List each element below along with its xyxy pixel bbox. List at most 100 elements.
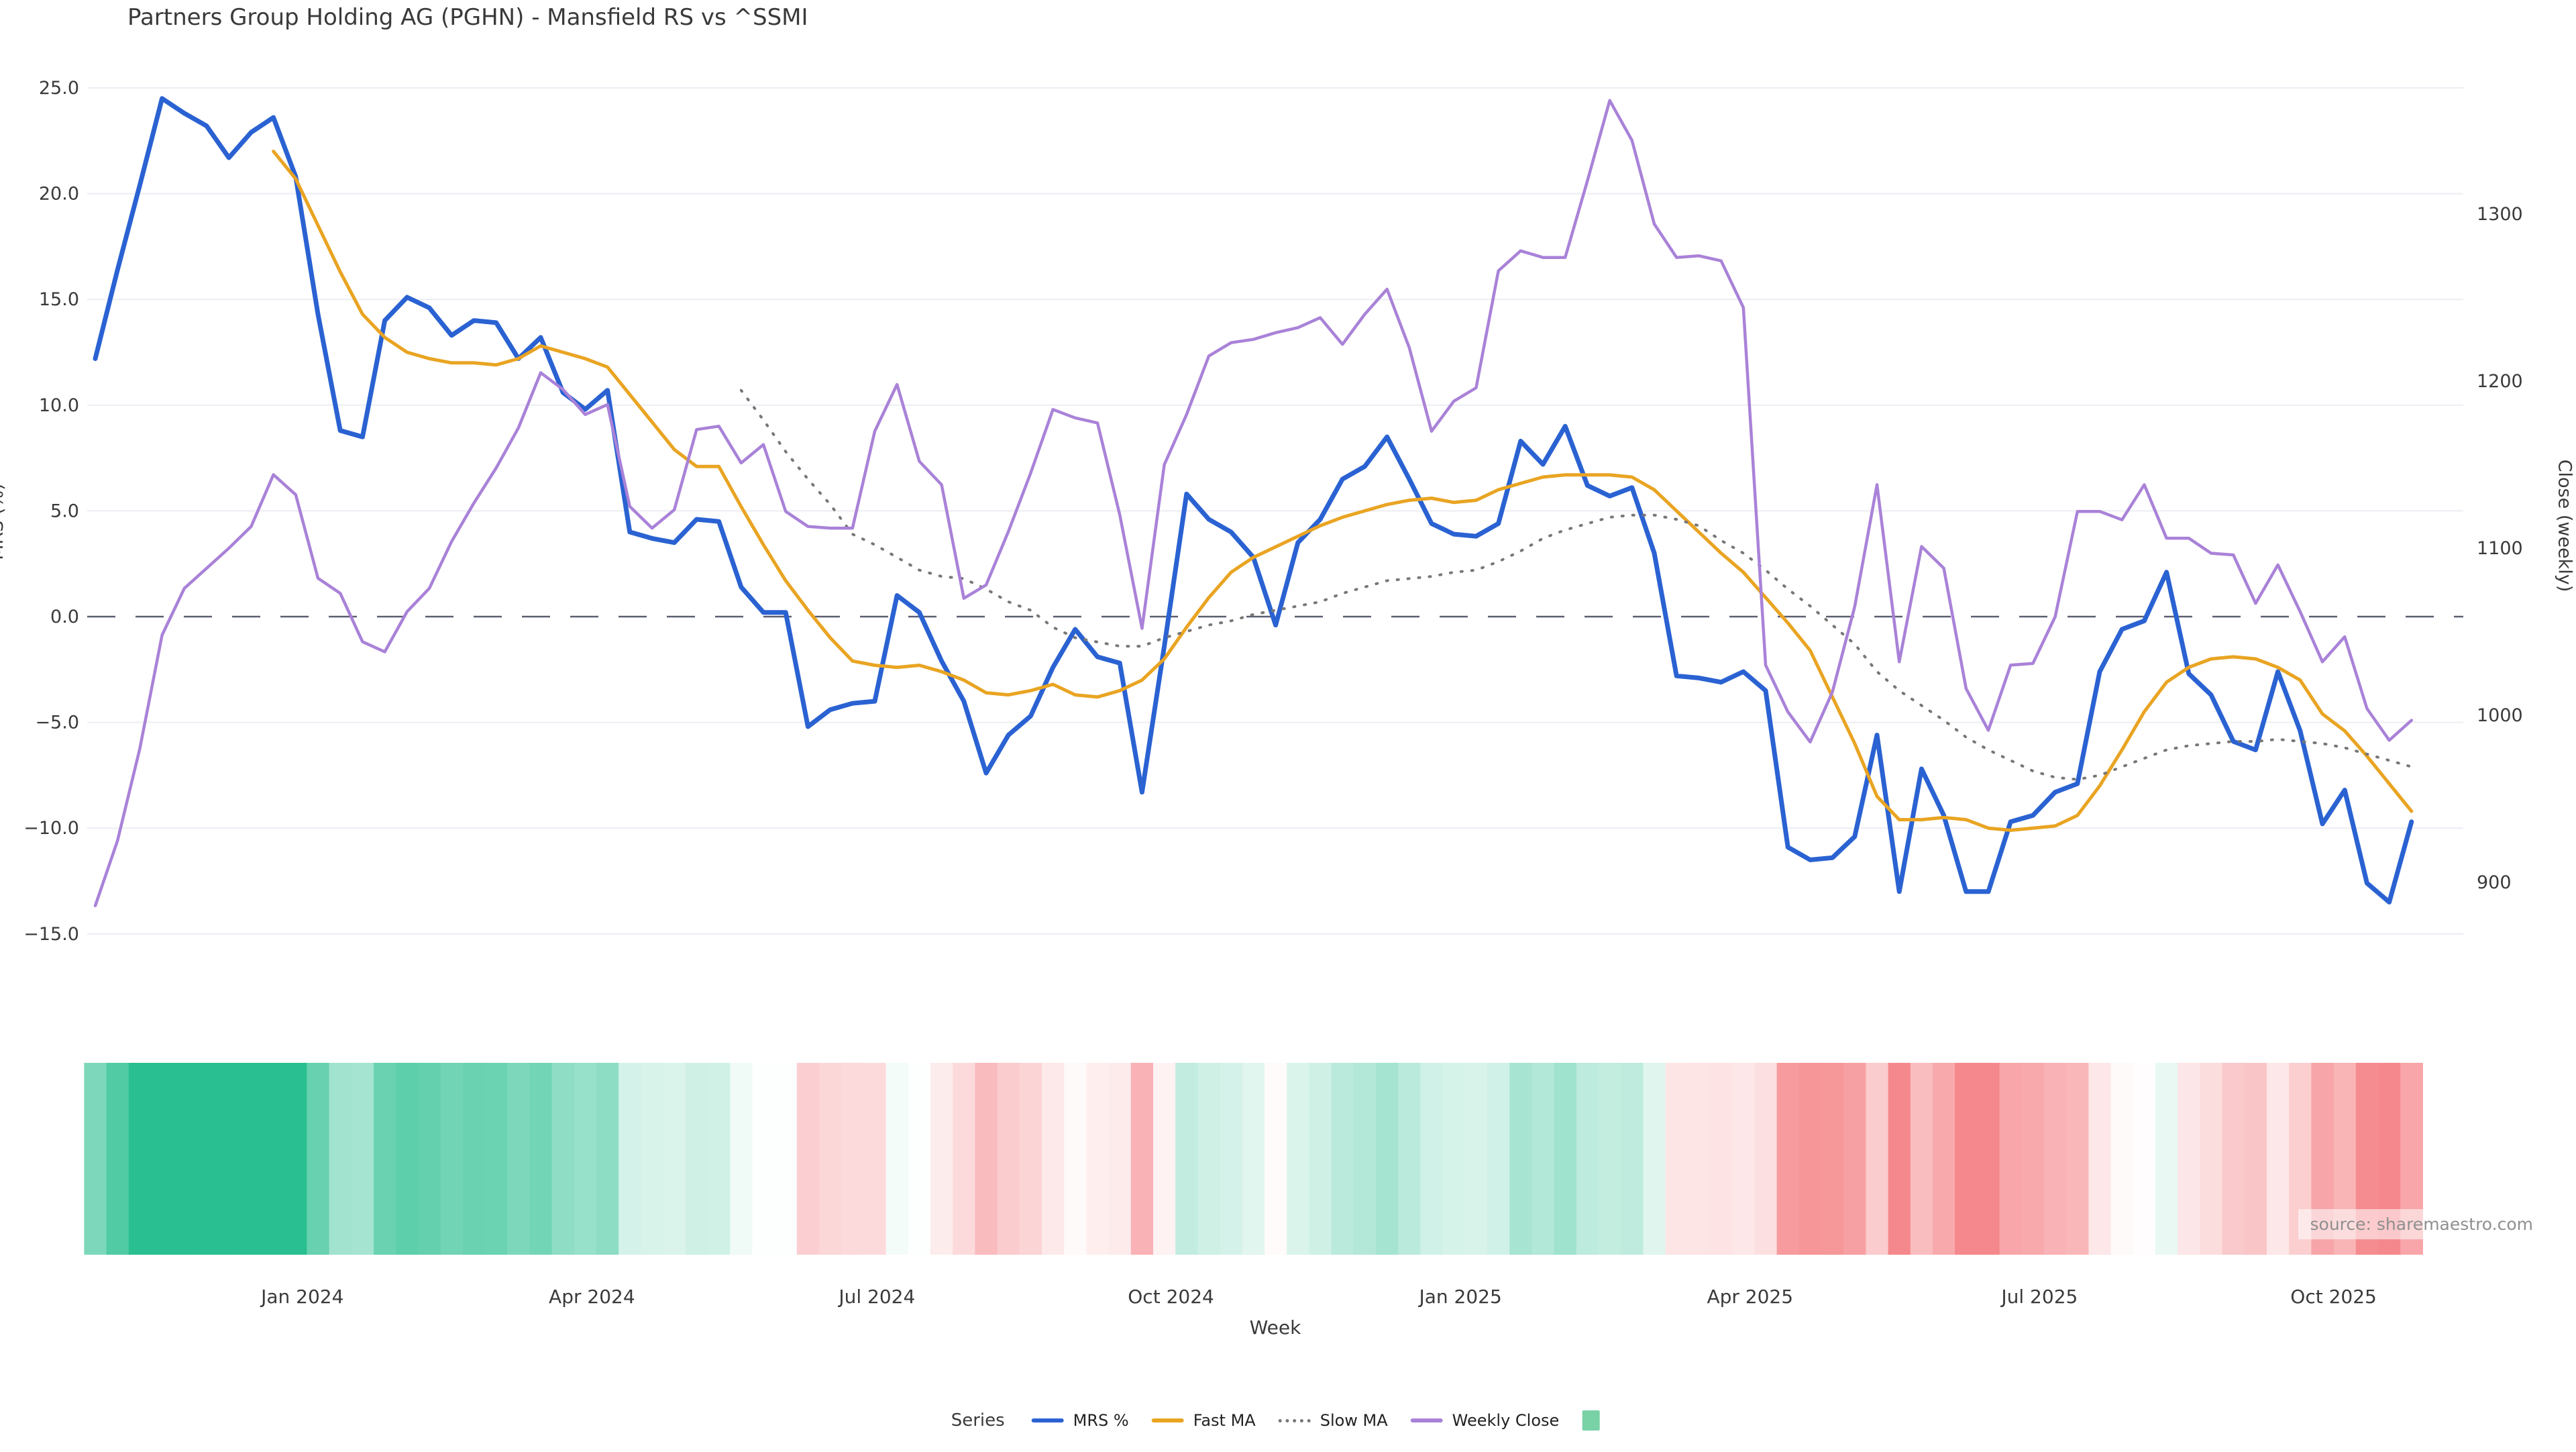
y-axis-left-title: MRS (%) [0, 483, 7, 560]
heatmap-cell [2088, 1063, 2112, 1255]
heatmap-cell [1866, 1063, 1889, 1255]
heatmap-cell [663, 1063, 686, 1255]
heatmap-cell [1064, 1063, 1087, 1255]
y-right-tick-label: 1200 [2477, 371, 2523, 392]
y-left-tick-label: 0.0 [50, 607, 79, 627]
heatmap-cell [708, 1063, 731, 1255]
y-right-tick-label: 900 [2477, 872, 2512, 893]
heatmap-cell [1776, 1063, 1800, 1255]
heatmap-cell [975, 1063, 998, 1255]
heatmap-cell [1888, 1063, 1911, 1255]
legend: Series MRS % Fast MA Slow MA Weekly Clos… [951, 1410, 1600, 1431]
heatmap-cell [1910, 1063, 1933, 1255]
heatmap-cell [1687, 1063, 1711, 1255]
heatmap-cell [1464, 1063, 1488, 1255]
heatmap-cell [2133, 1063, 2156, 1255]
x-tick-label: Jan 2024 [260, 1286, 343, 1308]
heatmap-cell [1331, 1063, 1354, 1255]
heatmap-cell [1843, 1063, 1866, 1255]
legend-item-mrs: MRS % [1031, 1411, 1129, 1430]
heatmap-cell [106, 1063, 129, 1255]
series-line-weekly-close [93, 99, 2414, 908]
heatmap-cell [774, 1063, 798, 1255]
heatmap-cell [2044, 1063, 2067, 1255]
heatmap-cell [1977, 1063, 2000, 1255]
heatmap-cell [641, 1063, 664, 1255]
heatmap-cell [2267, 1063, 2290, 1255]
series-line-mrs- [93, 96, 2414, 904]
heatmap-cell [84, 1063, 107, 1255]
heatmap-swatch-icon [1582, 1410, 1600, 1431]
x-tick-label: Apr 2024 [549, 1286, 635, 1308]
heatmap-cell [1799, 1063, 1822, 1255]
heatmap-cell [329, 1063, 352, 1255]
heatmap-cell [2155, 1063, 2178, 1255]
series-line-fast-ma [272, 150, 2414, 832]
heatmap-cell [1019, 1063, 1042, 1255]
legend-item-label: Weekly Close [1452, 1411, 1560, 1430]
heatmap-cell [485, 1063, 508, 1255]
heatmap-cell [1532, 1063, 1555, 1255]
heatmap-cell [462, 1063, 486, 1255]
heatmap-cell [239, 1063, 263, 1255]
y-left-tick-label: 25.0 [39, 78, 79, 99]
heatmap-cell [2200, 1063, 2223, 1255]
y-left-tick-label: 20.0 [39, 184, 79, 205]
heatmap-cell [796, 1063, 820, 1255]
y-left-tick-label: 10.0 [39, 395, 79, 416]
y-left-tick-label: −5.0 [35, 713, 79, 733]
heatmap-cell [1487, 1063, 1510, 1255]
legend-title: Series [951, 1410, 1005, 1431]
heatmap-cell [284, 1063, 307, 1255]
heatmap-cell [1086, 1063, 1110, 1255]
heatmap-cell [1554, 1063, 1577, 1255]
heatmap-cell [885, 1063, 909, 1255]
heatmap-cell [1821, 1063, 1844, 1255]
heatmap-cell [1220, 1063, 1243, 1255]
series-line-slow-ma [739, 388, 2413, 781]
y-left-tick-label: 15.0 [39, 289, 79, 310]
x-tick-label: Jul 2025 [2000, 1286, 2078, 1308]
heatmap-cell [2244, 1063, 2267, 1255]
heatmap-cell [2021, 1063, 2045, 1255]
heatmap-cell [1420, 1063, 1444, 1255]
y-left-tick-label: −15.0 [23, 924, 79, 945]
heatmap-cell [1376, 1063, 1399, 1255]
mrs-line-swatch-icon [1031, 1418, 1064, 1422]
heatmap-cell [1999, 1063, 2023, 1255]
heatmap-cell [1353, 1063, 1377, 1255]
y-left-tick-label: −10.0 [23, 818, 79, 839]
heatmap-cell [2110, 1063, 2134, 1255]
source-watermark: source: sharemaestro.com [2298, 1209, 2545, 1239]
heatmap-cell [396, 1063, 419, 1255]
y-left-tick-label: 5.0 [50, 501, 79, 521]
heatmap-cell [2222, 1063, 2245, 1255]
x-tick-label: Oct 2025 [2290, 1286, 2377, 1308]
heatmap-cell [863, 1063, 887, 1255]
heatmap-cell [1175, 1063, 1198, 1255]
heatmap-cell [908, 1063, 931, 1255]
heatmap-cell [1130, 1063, 1154, 1255]
x-axis-title: Week [1249, 1316, 1301, 1339]
heatmap-cell [1242, 1063, 1265, 1255]
heatmap-cell [374, 1063, 396, 1255]
heatmap-cell [1754, 1063, 1778, 1255]
heatmap-cell [2178, 1063, 2200, 1255]
heatmap-cell [551, 1063, 575, 1255]
heatmap-cell [440, 1063, 464, 1255]
chart-title: Partners Group Holding AG (PGHN) - Mansf… [127, 4, 808, 31]
heatmap-cell [195, 1063, 219, 1255]
heatmap-cell [307, 1063, 330, 1255]
heatmap-cell [507, 1063, 530, 1255]
heatmap-cell [1599, 1063, 1621, 1255]
x-tick-label: Jul 2024 [837, 1286, 915, 1308]
x-tick-label: Oct 2024 [1128, 1286, 1214, 1308]
legend-item-label: Slow MA [1320, 1411, 1388, 1430]
heatmap-cell [1509, 1063, 1532, 1255]
heatmap-cell [1732, 1063, 1755, 1255]
heatmap-cell [841, 1063, 864, 1255]
heatmap-cell [1710, 1063, 1733, 1255]
fast-ma-line-swatch-icon [1151, 1418, 1184, 1422]
